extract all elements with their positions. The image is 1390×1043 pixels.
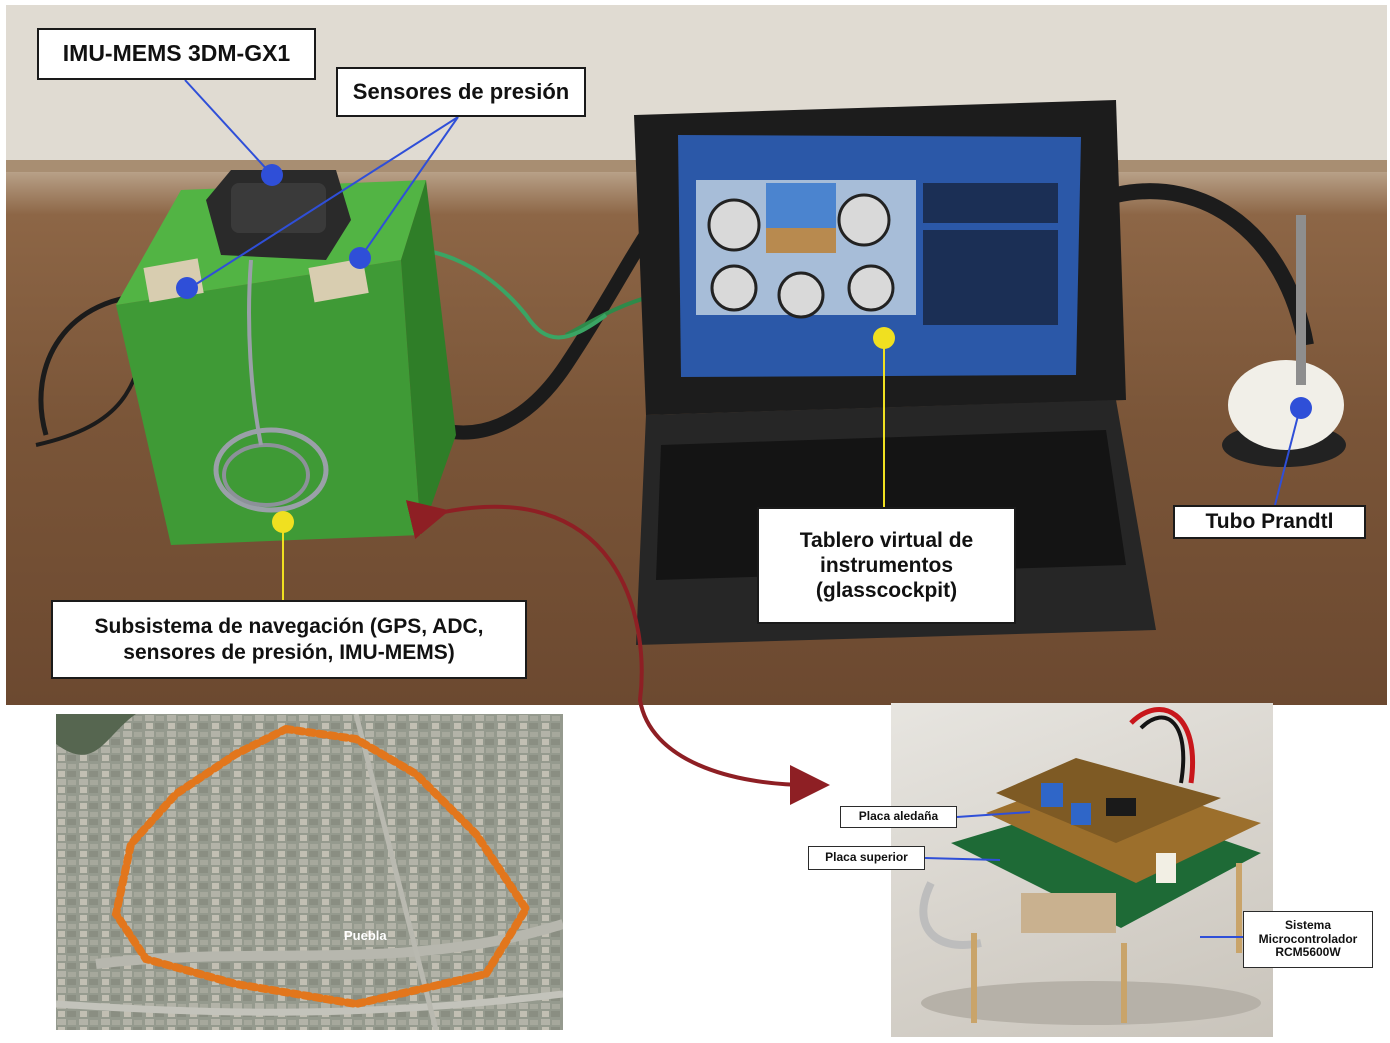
microcontroller-line2: Microcontrolador bbox=[1258, 931, 1358, 946]
nav-box-marker bbox=[272, 511, 294, 533]
virtual-panel-line1: Tablero virtual de bbox=[799, 528, 974, 552]
microcontroller-line3: RCM5600W bbox=[1275, 945, 1341, 960]
placa-aledana-text: Placa aledaña bbox=[858, 809, 939, 824]
virtual-panel-label: Tablero virtual de instrumentos (glassco… bbox=[757, 507, 1016, 624]
pressure-sensors-label-text: Sensores de presión bbox=[352, 78, 570, 104]
imu-marker bbox=[261, 164, 283, 186]
imu-label: IMU-MEMS 3DM-GX1 bbox=[37, 28, 316, 80]
imu-label-text: IMU-MEMS 3DM-GX1 bbox=[62, 40, 291, 67]
placa-superior-text: Placa superior bbox=[825, 850, 908, 865]
nav-subsystem-line1: Subsistema de navegación (GPS, ADC, bbox=[94, 615, 484, 639]
link-arrow bbox=[405, 500, 830, 805]
map-illustration: Puebla bbox=[56, 714, 563, 1030]
nav-subsystem-line2: sensores de presión, IMU-MEMS) bbox=[123, 640, 455, 664]
board-illustration bbox=[919, 707, 1261, 1025]
nav-subsystem-label: Subsistema de navegación (GPS, ADC, sens… bbox=[51, 600, 527, 679]
pressure-sensor-marker-1 bbox=[176, 277, 198, 299]
map-town-label: Puebla bbox=[344, 928, 387, 943]
prandtl-label-text: Tubo Prandtl bbox=[1205, 510, 1334, 534]
microcontroller-label: Sistema Microcontrolador RCM5600W bbox=[1243, 911, 1373, 968]
prandtl-marker bbox=[1290, 397, 1312, 419]
microcontroller-line1: Sistema bbox=[1284, 917, 1332, 932]
placa-superior-label: Placa superior bbox=[808, 846, 925, 870]
virtual-panel-line2: instrumentos bbox=[819, 553, 953, 577]
board-photo bbox=[891, 703, 1273, 1037]
screen-marker bbox=[873, 327, 895, 349]
map-photo: Puebla bbox=[56, 714, 563, 1030]
pressure-sensor-marker-2 bbox=[349, 247, 371, 269]
virtual-panel-line3: (glasscockpit) bbox=[815, 579, 958, 603]
placa-aledana-label: Placa aledaña bbox=[840, 806, 957, 828]
prandtl-label: Tubo Prandtl bbox=[1173, 505, 1366, 539]
pressure-sensors-label: Sensores de presión bbox=[336, 67, 586, 117]
